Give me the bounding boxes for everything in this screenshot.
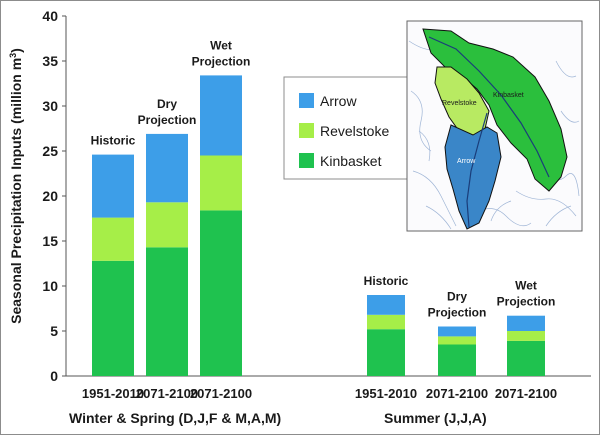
x-tick-label: 2071-2100: [495, 386, 557, 401]
y-axis-title-superscript: 3: [8, 53, 18, 58]
legend-swatch-arrow: [299, 93, 314, 108]
bar-segment-kinbasket: [200, 210, 242, 376]
bar-segment-kinbasket: [507, 340, 545, 376]
y-tick-label: 15: [42, 233, 58, 249]
bar-annotation: Wet: [515, 279, 537, 293]
bar-annotation: Historic: [364, 274, 409, 288]
y-tick-label: 5: [50, 323, 58, 339]
y-axis-title-main: Seasonal Precipitation Inputs (million m: [8, 58, 24, 324]
x-group-label: Summer (J,J,A): [384, 410, 487, 426]
bar-annotation: Historic: [91, 134, 136, 148]
legend-label-kinbasket: Kinbasket: [320, 153, 382, 169]
arrow-basin: [444, 124, 502, 230]
bar-segment-arrow: [438, 326, 476, 337]
bar-annotations: HistoricDryProjectionWetProjectionHistor…: [91, 38, 556, 319]
y-axis: 0 5 10 15 20 25 30 35 40: [42, 8, 67, 384]
legend-swatch-revelstoke: [299, 123, 314, 138]
y-tick-label: 10: [42, 278, 58, 294]
x-group-label: Winter & Spring (D,J,F & M,A,M): [69, 410, 281, 426]
y-tick-label: 30: [42, 98, 58, 114]
bars: [92, 75, 545, 376]
map-label-revelstoke: Revelstoke: [442, 100, 477, 107]
map-label-arrow: Arrow: [457, 158, 476, 165]
bar-segment-revelstoke: [438, 336, 476, 345]
bar-segment-revelstoke: [200, 155, 242, 211]
bar-segment-arrow: [367, 295, 405, 315]
x-tick-label: 2071-2100: [190, 386, 252, 401]
y-tick-label: 40: [42, 8, 58, 24]
x-tick-label: 2071-2100: [136, 386, 198, 401]
bar-segment-kinbasket: [438, 344, 476, 376]
bar-segment-kinbasket: [367, 329, 405, 376]
y-tick-label: 20: [42, 188, 58, 204]
x-tick-label: 1951-2010: [355, 386, 417, 401]
bar-annotation: Projection: [428, 306, 487, 320]
bar-segment-arrow: [92, 154, 134, 218]
legend-label-revelstoke: Revelstoke: [320, 123, 389, 139]
bar-annotation: Wet: [210, 38, 232, 52]
inset-map: Revelstoke Kinbasket Arrow: [406, 20, 583, 232]
bar-annotation: Projection: [138, 113, 197, 127]
legend: Arrow Revelstoke Kinbasket: [283, 76, 410, 180]
legend-swatch-kinbasket: [299, 153, 314, 168]
bar-segment-revelstoke: [507, 331, 545, 341]
y-axis-title: Seasonal Precipitation Inputs (million m…: [8, 48, 24, 324]
y-axis-title-suffix: ): [8, 48, 24, 53]
map-label-kinbasket: Kinbasket: [493, 92, 524, 99]
bar-segment-revelstoke: [367, 314, 405, 330]
bar-annotation: Dry: [447, 290, 467, 304]
bar-segment-arrow: [146, 133, 188, 203]
legend-label-arrow: Arrow: [320, 93, 357, 109]
bar-annotation: Dry: [157, 97, 177, 111]
x-tick-label: 1951-2010: [82, 386, 144, 401]
x-tick-label: 2071-2100: [426, 386, 488, 401]
bar-annotation: Projection: [497, 295, 556, 309]
y-tick-label: 0: [50, 368, 58, 384]
bar-annotation: Projection: [192, 54, 251, 68]
bar-segment-arrow: [200, 75, 242, 156]
bar-segment-revelstoke: [92, 217, 134, 261]
main-river: [428, 36, 550, 228]
y-tick-label: 25: [42, 143, 58, 159]
bar-segment-revelstoke: [146, 202, 188, 248]
y-tick-label: 35: [42, 53, 58, 69]
bar-segment-kinbasket: [146, 247, 188, 376]
bar-segment-arrow: [507, 315, 545, 331]
bar-segment-kinbasket: [92, 260, 134, 376]
